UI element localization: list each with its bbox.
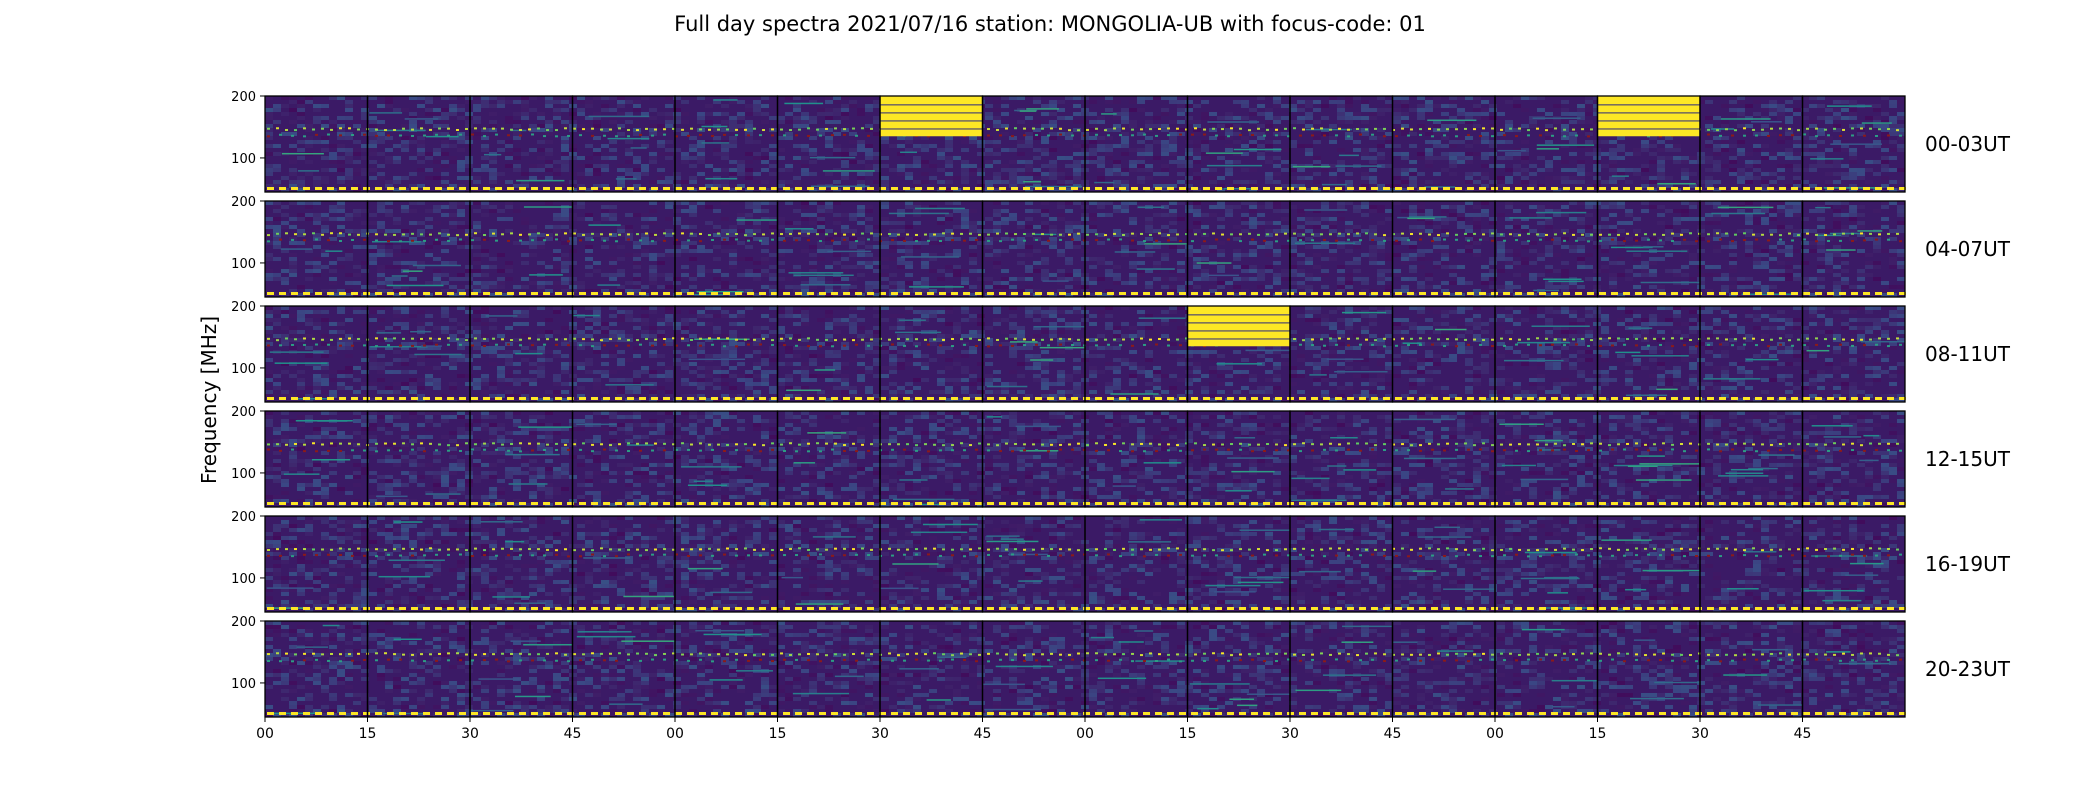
x-tick-label: 45: [564, 726, 582, 742]
x-tick-label: 45: [974, 726, 992, 742]
y-tick-label: 100: [231, 362, 256, 377]
row-label: 16-19UT: [1925, 552, 2011, 576]
saturated-block: [1597, 96, 1700, 137]
y-tick-label: 200: [231, 510, 256, 525]
spectra-panel: [1801, 200, 1906, 298]
y-tick-label: 200: [231, 300, 256, 315]
y-tick-label: 200: [231, 195, 256, 210]
x-tick-label: 30: [461, 726, 479, 742]
spectra-row-00-03ut: 100 200 00-03UT: [231, 90, 2011, 193]
y-tick-label: 100: [231, 677, 256, 692]
row-label: 08-11UT: [1925, 342, 2011, 366]
y-tick-label: 100: [231, 152, 256, 167]
y-tick-label: 100: [231, 467, 256, 482]
spectra-panel: [1801, 305, 1906, 403]
x-tick-label: 00: [1076, 726, 1094, 742]
x-tick-label: 00: [666, 726, 684, 742]
x-tick-label: 45: [1794, 726, 1812, 742]
saturated-block: [1187, 306, 1290, 347]
spectra-row-12-15ut: 100 200 12-15UT: [231, 405, 2011, 508]
x-tick-label: 30: [1691, 726, 1709, 742]
y-tick-label: 100: [231, 572, 256, 587]
row-label: 20-23UT: [1925, 657, 2011, 681]
x-tick-label: 30: [871, 726, 889, 742]
row-label: 12-15UT: [1925, 447, 2011, 471]
y-tick-label: 100: [231, 257, 256, 272]
y-tick-label: 200: [231, 90, 256, 105]
x-tick-label: 15: [769, 726, 787, 742]
x-tick-label: 15: [1589, 726, 1607, 742]
y-tick-label: 200: [231, 615, 256, 630]
spectra-panel: [1801, 620, 1906, 718]
spectra-panel: [1801, 515, 1906, 613]
spectra-row-04-07ut: 100 200 04-07UT: [231, 195, 2011, 298]
y-tick-label: 200: [231, 405, 256, 420]
spectra-row-08-11ut: 100 200 08-11UT: [231, 300, 2011, 403]
x-tick-label: 45: [1384, 726, 1402, 742]
x-tick-label: 00: [1486, 726, 1504, 742]
saturated-block: [880, 96, 983, 137]
spectra-row-16-19ut: 100 200 16-19UT: [231, 510, 2011, 613]
spectra-panel: [1801, 95, 1906, 193]
spectra-panel: [1801, 410, 1906, 508]
x-tick-label: 15: [359, 726, 377, 742]
x-tick-label: 00: [256, 726, 274, 742]
chart-title: Full day spectra 2021/07/16 station: MON…: [674, 12, 1426, 36]
spectra-row-20-23ut: 100 200 20-23UT: [231, 615, 2011, 718]
x-tick-label: 30: [1281, 726, 1299, 742]
row-label: 00-03UT: [1925, 132, 2011, 156]
row-label: 04-07UT: [1925, 237, 2011, 261]
x-tick-label: 15: [1179, 726, 1197, 742]
